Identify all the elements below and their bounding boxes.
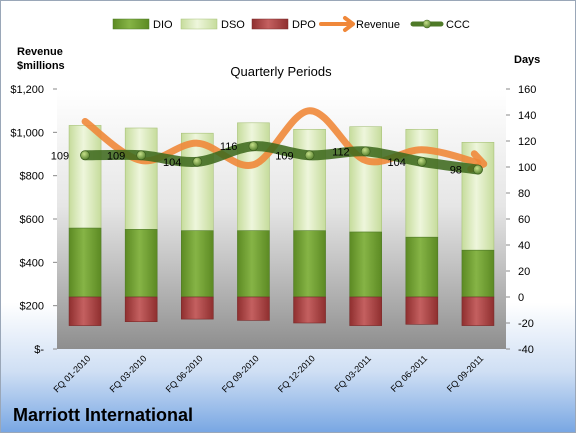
right-tick-label-2: 0 <box>518 292 524 304</box>
plot-area <box>57 89 506 349</box>
bar-dpo-4 <box>293 296 326 324</box>
category-label-5: FQ 03-2011 <box>333 353 374 394</box>
bar-dio-5 <box>349 231 382 298</box>
bar-dio-7 <box>461 249 495 298</box>
legend-swatch-dio <box>112 18 150 30</box>
bar-dso-6 <box>405 129 439 238</box>
category-label-1: FQ 03-2010 <box>108 353 149 394</box>
right-tick-label-5: 60 <box>518 214 530 226</box>
company-name: Marriott International <box>13 405 194 425</box>
ccc-data-label-3: 116 <box>220 141 238 153</box>
bar-dso-3 <box>237 122 270 232</box>
bars-group <box>68 122 495 326</box>
left-tick-label-6: $1,200 <box>10 84 44 96</box>
chart-title: Quarterly Periods <box>230 64 332 79</box>
left-tick-label-1: $200 <box>20 301 44 313</box>
bar-dpo-1 <box>124 296 158 323</box>
right-tick-label-6: 80 <box>518 188 530 200</box>
category-label-7: FQ 09-2011 <box>445 353 486 394</box>
category-label-4: FQ 12-2010 <box>276 353 317 394</box>
left-tick-label-0: $- <box>34 344 44 356</box>
legend-swatch-dso <box>180 18 218 30</box>
left-tick-label-3: $600 <box>20 214 44 226</box>
category-label-0: FQ 01-2010 <box>51 353 92 394</box>
bar-dso-1 <box>124 127 158 230</box>
bar-dso-4 <box>293 129 326 232</box>
right-tick-label-1: -20 <box>518 318 534 330</box>
bar-dio-0 <box>68 227 102 298</box>
bar-dpo-2 <box>181 296 214 320</box>
legend-swatch-dpo <box>251 18 289 30</box>
right-tick-label-7: 100 <box>518 162 536 174</box>
left-tick-label-4: $800 <box>20 171 44 183</box>
category-label-6: FQ 06-2011 <box>389 353 430 394</box>
bar-dpo-6 <box>405 296 439 325</box>
legend-label-dpo: DPO <box>292 19 316 31</box>
left-axis-label-line1: Revenue <box>17 46 63 58</box>
bar-dio-2 <box>181 230 214 298</box>
bar-dso-5 <box>349 126 382 233</box>
legend-label-revenue: Revenue <box>356 19 400 31</box>
right-tick-label-4: 40 <box>518 240 530 252</box>
left-tick-label-2: $400 <box>20 257 44 269</box>
category-label-2: FQ 06-2010 <box>164 353 205 394</box>
lines-group: 109 109 104 116 109 112 104 98 <box>51 107 488 177</box>
bar-dpo-5 <box>349 296 382 326</box>
right-tick-label-0: -40 <box>518 344 534 356</box>
ccc-data-label-6: 104 <box>387 157 405 169</box>
right-tick-label-10: 160 <box>518 84 536 96</box>
legend-swatch-ccc-marker <box>422 19 432 29</box>
category-label-3: FQ 09-2010 <box>220 353 261 394</box>
ccc-point-0 <box>80 150 90 161</box>
ccc-point-1 <box>136 150 146 161</box>
ccc-point-6 <box>417 157 427 167</box>
right-tick-label-9: 140 <box>518 110 536 122</box>
right-tick-label-3: 20 <box>518 266 530 278</box>
ccc-data-label-4: 109 <box>275 150 293 162</box>
right-axis-label: Days <box>514 54 540 66</box>
legend-label-dio: DIO <box>153 19 173 31</box>
bar-dpo-3 <box>237 296 270 321</box>
bar-dio-6 <box>405 236 439 298</box>
ccc-point-3 <box>248 141 259 151</box>
bar-dio-4 <box>293 230 326 298</box>
ccc-data-label-5: 112 <box>332 146 350 158</box>
legend-label-dso: DSO <box>221 19 245 31</box>
ccc-point-4 <box>304 150 315 161</box>
legend-label-ccc: CCC <box>446 19 470 31</box>
ccc-data-label-0: 109 <box>51 150 69 162</box>
ccc-point-7 <box>473 164 483 175</box>
legend: DIO DSO DPO Revenue CCC <box>112 16 470 32</box>
ccc-data-label-2: 104 <box>163 157 181 169</box>
right-tick-label-8: 120 <box>518 136 536 148</box>
ccc-data-label-1: 109 <box>107 150 125 162</box>
legend-swatch-revenue-arrow <box>343 16 355 32</box>
bar-dpo-7 <box>461 296 495 326</box>
ccc-point-2 <box>192 157 203 167</box>
ccc-point-5 <box>360 146 371 157</box>
ccc-data-label-7: 98 <box>450 165 462 177</box>
bar-dso-0 <box>68 125 102 229</box>
left-axis-label-line2: $millions <box>17 60 65 72</box>
left-tick-label-5: $1,000 <box>10 127 44 139</box>
bar-dio-3 <box>237 230 270 298</box>
bar-dpo-0 <box>68 296 102 326</box>
bar-dio-1 <box>124 229 158 298</box>
